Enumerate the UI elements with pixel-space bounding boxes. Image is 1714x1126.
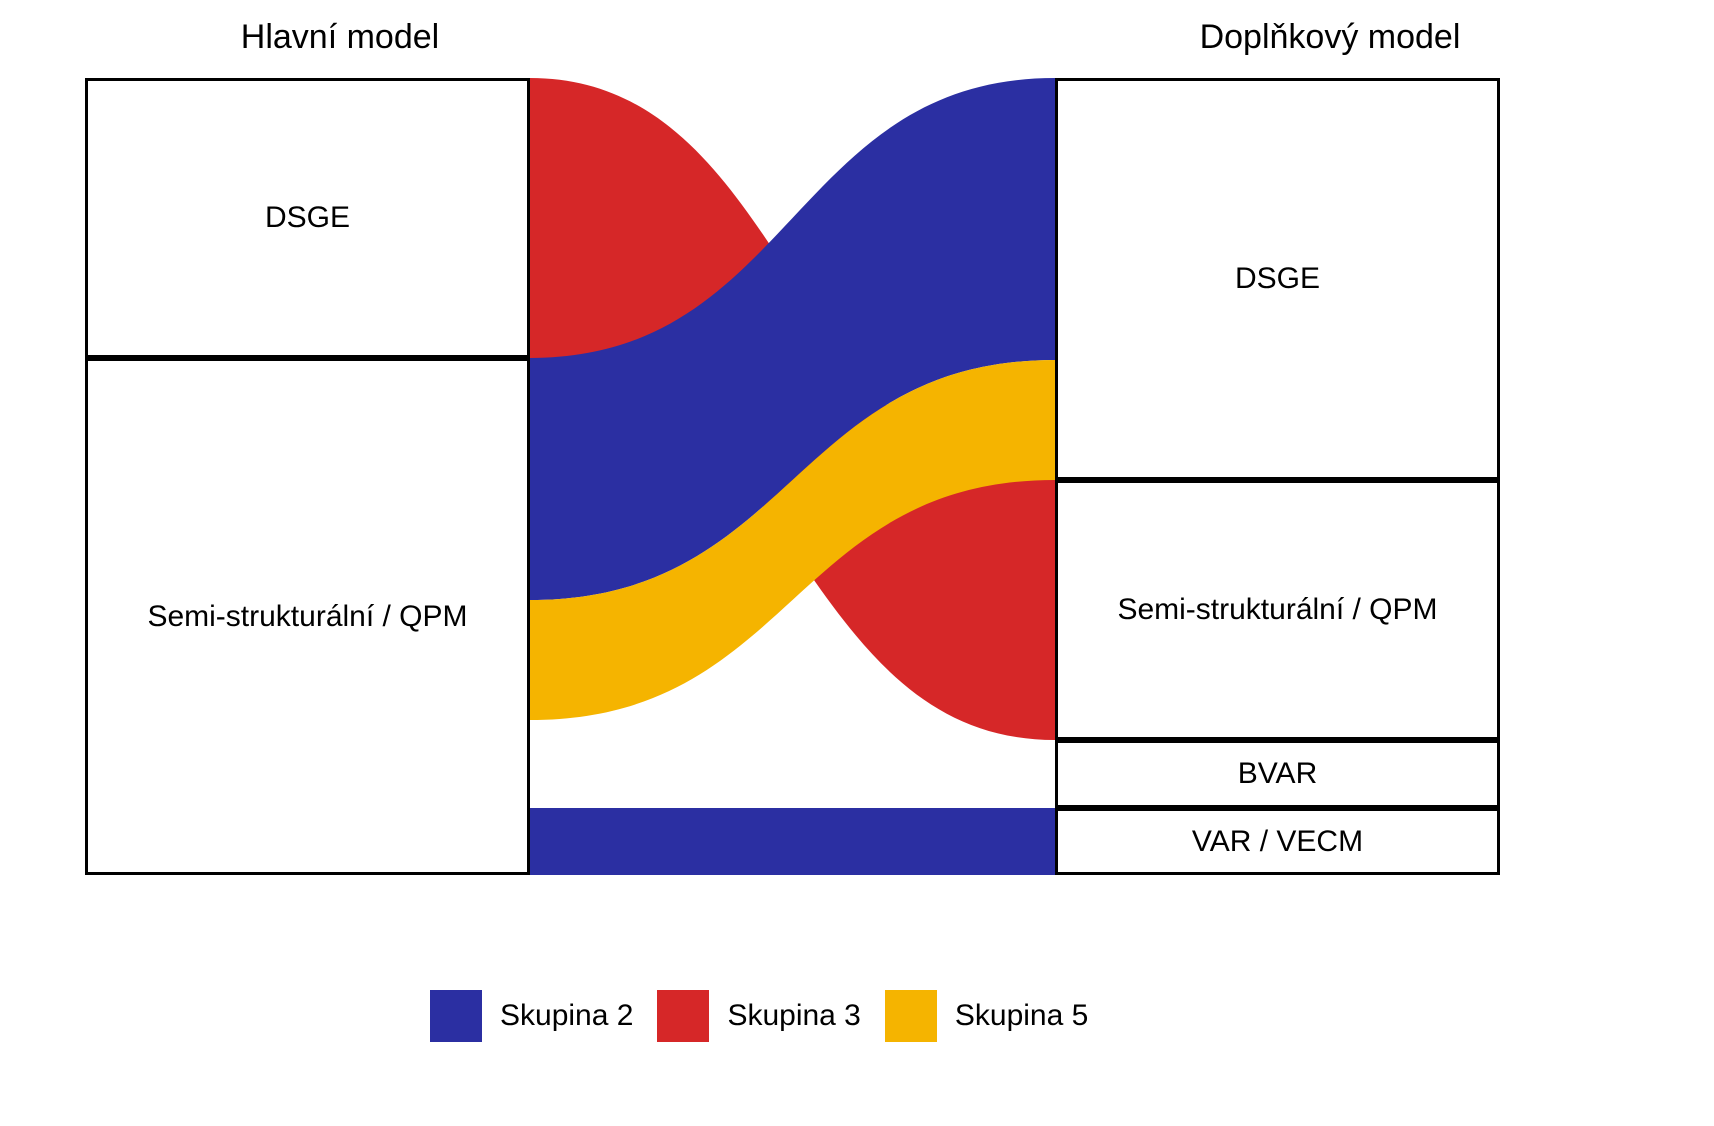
legend-item-skupina-5: Skupina 5 [885, 990, 1088, 1042]
left-node-semistructural-label: Semi-strukturální / QPM [137, 600, 477, 634]
right-node-bvar: BVAR [1055, 740, 1500, 808]
sankey-diagram: Hlavní model Doplňkový model DSGE Semi-s… [0, 0, 1714, 1126]
right-node-var-vecm-label: VAR / VECM [1182, 825, 1373, 859]
right-node-bvar-label: BVAR [1228, 757, 1327, 791]
legend-item-skupina-2: Skupina 2 [430, 990, 633, 1042]
right-node-var-vecm: VAR / VECM [1055, 808, 1500, 875]
legend-label-skupina-3: Skupina 3 [727, 999, 860, 1033]
legend: Skupina 2 Skupina 3 Skupina 5 [430, 990, 1088, 1042]
legend-label-skupina-2: Skupina 2 [500, 999, 633, 1033]
legend-swatch-skupina-2 [430, 990, 482, 1042]
legend-item-skupina-3: Skupina 3 [657, 990, 860, 1042]
left-node-semistructural: Semi-strukturální / QPM [85, 358, 530, 875]
left-node-dsge: DSGE [85, 78, 530, 358]
flow-g2 [530, 808, 1055, 875]
right-node-semistructural-label: Semi-strukturální / QPM [1107, 593, 1447, 627]
legend-swatch-skupina-5 [885, 990, 937, 1042]
right-node-dsge: DSGE [1055, 78, 1500, 480]
right-node-semistructural: Semi-strukturální / QPM [1055, 480, 1500, 740]
right-node-dsge-label: DSGE [1225, 262, 1330, 296]
legend-swatch-skupina-3 [657, 990, 709, 1042]
left-node-dsge-label: DSGE [255, 201, 360, 235]
legend-label-skupina-5: Skupina 5 [955, 999, 1088, 1033]
